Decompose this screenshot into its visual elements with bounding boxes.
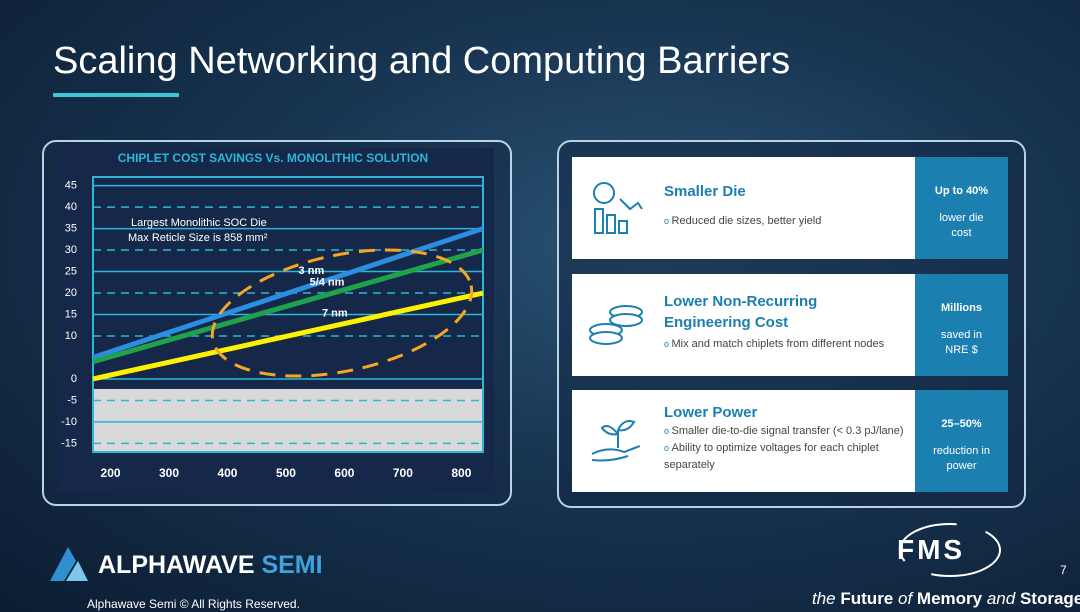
fms-logo: FMS — [897, 534, 966, 565]
copyright: Alphawave Semi © All Rights Reserved. — [87, 597, 300, 611]
stat-value: Up to 40% — [934, 185, 989, 197]
stat-value: Millions — [941, 302, 982, 314]
card-stat: 25–50% reduction in power — [915, 390, 1008, 492]
card-title: Lower Non-Recurring Engineering Cost — [664, 293, 818, 331]
card-title: Lower Power — [664, 404, 758, 421]
y-tick-label: 45 — [65, 180, 77, 192]
series-label: 7 nm — [322, 308, 348, 320]
title-underline — [53, 93, 179, 97]
brand-a: ALPHAWAVE — [98, 551, 255, 579]
series-label: 5/4 nm — [310, 277, 345, 289]
x-tick-label: 600 — [334, 466, 354, 480]
y-tick-label: 25 — [65, 265, 77, 277]
fms-logo-ring — [899, 523, 1001, 577]
icon-plant — [591, 420, 641, 462]
card: Lower Power Smaller die-to-die signal tr… — [572, 390, 1008, 492]
card-title: Smaller Die — [664, 183, 746, 200]
tag: of — [898, 589, 913, 608]
negative-band — [93, 388, 483, 452]
line-series — [92, 247, 484, 365]
card-stat: Up to 40% lower die cost — [915, 157, 1008, 259]
card-bullets: Mix and match chiplets from different no… — [664, 336, 904, 353]
slide-title: Scaling Networking and Computing Barrier… — [53, 40, 791, 82]
card: Lower Non-Recurring Engineering Cost Mix… — [572, 274, 1008, 376]
y-tick-label: -10 — [61, 416, 77, 428]
x-tick-label: 400 — [217, 466, 237, 480]
tag: and — [986, 589, 1016, 608]
stat-note: lower die cost — [939, 212, 984, 239]
logo-mark — [50, 547, 88, 581]
x-tick-label: 500 — [276, 466, 296, 480]
highlight-ellipse — [210, 248, 474, 378]
page-number: 7 — [1060, 563, 1067, 577]
annotation: Max Reticle Size is 858 mm² — [128, 232, 268, 244]
y-tick-label: -15 — [61, 437, 77, 449]
x-tick-label: 200 — [101, 466, 121, 480]
icon-coins — [589, 305, 643, 345]
x-tick-label: 800 — [451, 466, 471, 480]
y-tick-label: 0 — [71, 373, 77, 385]
bullet: Mix and match chiplets from different no… — [664, 336, 904, 353]
series-label: 3 nm — [299, 265, 325, 277]
card-stat: Millions saved in NRE $ — [915, 274, 1008, 376]
stat-value: 25–50% — [941, 418, 982, 430]
line-series — [92, 290, 484, 382]
bullet: Reduced die sizes, better yield — [664, 213, 904, 230]
tag: Storage — [1019, 589, 1080, 608]
card: Smaller Die Reduced die sizes, better yi… — [572, 157, 1008, 259]
tag: the — [812, 589, 836, 608]
tag: Future — [840, 589, 894, 608]
y-tick-label: 30 — [65, 244, 77, 256]
y-tick-label: 35 — [65, 222, 77, 234]
card-bullets: Reduced die sizes, better yield — [664, 213, 904, 230]
y-tick-label: 15 — [65, 308, 77, 320]
icon-chart — [593, 182, 643, 234]
brand-b: SEMI — [261, 551, 323, 579]
x-tick-label: 700 — [393, 466, 413, 480]
y-tick-label: 20 — [65, 287, 77, 299]
brand: ALPHAWAVE SEMI — [98, 551, 323, 580]
annotation: Largest Monolithic SOC Die — [131, 217, 267, 229]
stat-note: saved in NRE $ — [941, 329, 982, 356]
line-series — [92, 226, 484, 360]
bullet: Ability to optimize voltages for each ch… — [664, 440, 909, 474]
bullet: Smaller die-to-die signal transfer (< 0.… — [664, 423, 909, 440]
x-tick-label: 300 — [159, 466, 179, 480]
chart-title: CHIPLET COST SAVINGS Vs. MONOLITHIC SOLU… — [118, 151, 428, 165]
y-tick-label: 10 — [65, 330, 77, 342]
tag: Memory — [916, 589, 983, 608]
y-tick-label: 40 — [65, 201, 77, 213]
tagline: the Future of Memory and Storage — [812, 589, 1080, 609]
stat-note: reduction in power — [933, 445, 990, 472]
y-tick-label: -5 — [67, 394, 77, 406]
card-bullets: Smaller die-to-die signal transfer (< 0.… — [664, 423, 909, 474]
